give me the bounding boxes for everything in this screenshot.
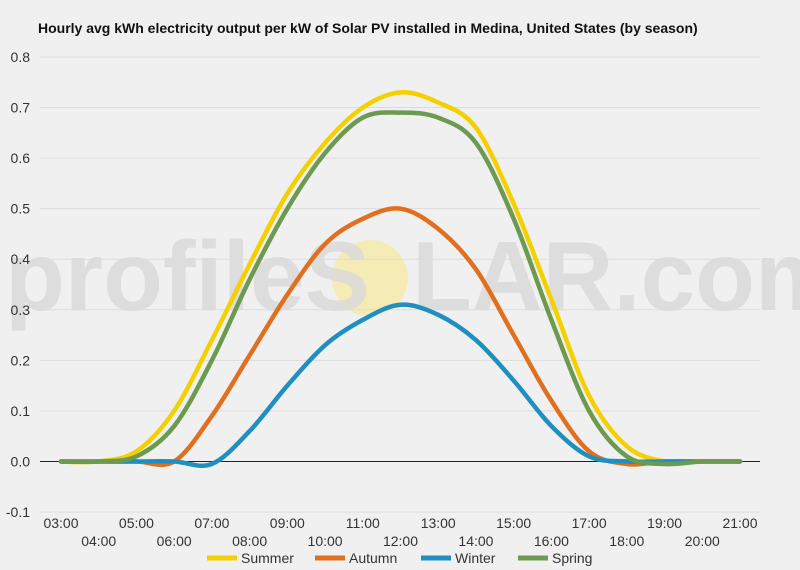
- x-tick-label: 16:00: [534, 533, 569, 549]
- x-tick-label: 18:00: [609, 533, 644, 549]
- x-tick-label: 06:00: [157, 533, 192, 549]
- watermark-text-right: LAR.com: [412, 221, 800, 331]
- y-tick-label: 0.1: [11, 403, 31, 419]
- x-tick-label: 03:00: [43, 515, 78, 531]
- x-tick-label: 08:00: [232, 533, 267, 549]
- x-tick-label: 20:00: [685, 533, 720, 549]
- legend-label-spring: Spring: [552, 550, 592, 566]
- series-line-summer: [58, 90, 743, 465]
- legend-label-winter: Winter: [455, 550, 496, 566]
- series-line-spring: [58, 110, 743, 467]
- x-tick-label: 14:00: [458, 533, 493, 549]
- watermark-text-left: profileS: [5, 221, 370, 331]
- x-tick-label: 05:00: [119, 515, 154, 531]
- y-tick-label: 0.4: [11, 251, 31, 267]
- x-tick-label: 07:00: [194, 515, 229, 531]
- x-axis: 03:0004:0005:0006:0007:0008:0009:0010:00…: [43, 515, 757, 549]
- x-tick-label: 10:00: [308, 533, 343, 549]
- y-tick-label: 0.3: [11, 302, 31, 318]
- series-line-winter: [58, 302, 743, 469]
- y-tick-label: 0.2: [11, 352, 31, 368]
- x-tick-label: 19:00: [647, 515, 682, 531]
- x-tick-label: 17:00: [572, 515, 607, 531]
- x-tick-label: 09:00: [270, 515, 305, 531]
- x-tick-label: 21:00: [722, 515, 757, 531]
- y-tick-label: 0.7: [11, 100, 31, 116]
- legend-label-autumn: Autumn: [349, 550, 397, 566]
- x-tick-label: 12:00: [383, 533, 418, 549]
- y-axis: 0.8 0.7 0.6 0.5 0.4 0.3 0.2 0.1 0.0 -0.1: [6, 49, 30, 520]
- y-tick-label: 0.8: [11, 49, 31, 65]
- x-tick-label: 11:00: [346, 515, 380, 531]
- series-group: [58, 90, 743, 469]
- x-tick-label: 15:00: [496, 515, 531, 531]
- x-tick-label: 04:00: [81, 533, 116, 549]
- chart-title: Hourly avg kWh electricity output per kW…: [38, 20, 698, 36]
- y-tick-label: 0.0: [11, 453, 31, 469]
- legend: Summer Autumn Winter Spring: [207, 550, 592, 566]
- x-tick-label: 13:00: [421, 515, 456, 531]
- y-tick-label: 0.5: [11, 201, 31, 217]
- y-tick-label: 0.6: [11, 150, 31, 166]
- y-tick-label: -0.1: [6, 504, 30, 520]
- watermark: profileS LAR.com: [5, 221, 800, 331]
- legend-label-summer: Summer: [241, 550, 294, 566]
